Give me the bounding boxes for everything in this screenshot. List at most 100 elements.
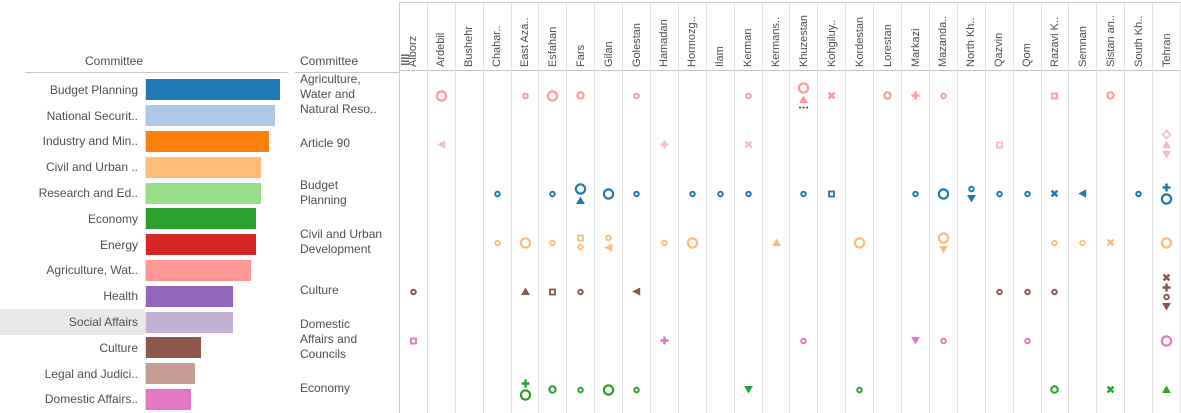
column-header[interactable]: Qom [1013,3,1041,71]
mark-square-sm[interactable] [407,337,420,345]
bar[interactable] [146,285,233,307]
mark-tri-left[interactable] [630,287,643,296]
column-header[interactable]: Semnan [1069,3,1097,71]
mark-x[interactable] [1160,273,1173,282]
mark-tri-down[interactable] [742,385,755,394]
mark-diamond[interactable] [1160,129,1173,140]
mark-circle-sm[interactable] [491,190,504,198]
mark-circle-sm[interactable] [574,386,587,394]
column-header[interactable]: Mazanda.. [929,3,957,71]
mark-circle-sm[interactable] [630,190,643,198]
mark-x[interactable] [1104,385,1117,394]
mark-tri-down[interactable] [937,245,950,254]
bar[interactable] [146,156,261,178]
column-header[interactable]: Chahar.. [483,3,511,71]
bar-label[interactable]: Industry and Min.. [42,134,138,149]
mark-square-sm[interactable] [1048,92,1061,100]
mark-tri-down[interactable] [1160,302,1173,311]
mark-circle-sm[interactable] [574,288,587,296]
mark-circle-lg[interactable] [546,89,559,102]
matrix-row-label[interactable]: Domestic Affairs and Councils [295,315,395,364]
mark-tri-up[interactable] [1160,140,1173,149]
mark-circle-md[interactable] [546,385,559,394]
mark-circle-lg[interactable] [1160,334,1173,347]
mark-plus[interactable] [519,379,532,388]
mark-circle-sm[interactable] [1160,293,1173,301]
mark-circle-sm[interactable] [630,92,643,100]
bar-label[interactable]: Health [103,289,138,304]
bar-label[interactable]: Energy [99,237,138,252]
bar[interactable] [146,208,256,230]
mark-circle-lg[interactable] [602,187,615,200]
column-header[interactable]: Fars [567,3,595,71]
mark-tri-up[interactable] [770,238,783,247]
bar[interactable] [146,105,275,127]
mark-circle-sm[interactable] [1048,239,1061,247]
mark-tri-up[interactable] [1160,385,1173,394]
matrix-row-label[interactable]: Budget Planning [295,168,395,217]
mark-circle-lg[interactable] [519,236,532,249]
matrix-row-label[interactable]: Culture [295,266,395,315]
mark-square-sm[interactable] [574,234,587,242]
mark-square-sm[interactable] [993,141,1006,149]
column-header[interactable]: Gilan [595,3,623,71]
mark-tri-up[interactable] [797,95,810,104]
mark-circle-lg[interactable] [1160,192,1173,205]
mark-circle-lg[interactable] [574,182,587,195]
matrix-row-label[interactable]: Article 90 [295,119,395,168]
mark-circle-md[interactable] [881,91,894,100]
mark-x[interactable] [742,140,755,149]
bar[interactable] [146,79,280,101]
column-header[interactable]: Razavi K.. [1041,3,1069,71]
column-header[interactable]: Golestan [623,3,651,71]
mark-circle-md[interactable] [574,91,587,100]
mark-x[interactable] [1048,189,1061,198]
column-header[interactable]: Markazi [902,3,929,71]
mark-circle-sm[interactable] [546,239,559,247]
column-header[interactable]: North Kh.. [957,3,985,71]
mark-circle-sm[interactable] [993,288,1006,296]
bar-label[interactable]: National Securit.. [46,108,138,123]
mark-plus[interactable] [658,140,671,149]
column-header[interactable]: Khuzestan [790,3,818,71]
mark-circle-md[interactable] [1048,385,1061,394]
column-header[interactable]: Alborz [400,3,427,71]
mark-tri-down[interactable] [909,336,922,345]
mark-circle-lg[interactable] [686,236,699,249]
column-header[interactable]: Esfahan [539,3,567,71]
matrix-row-label[interactable]: Agriculture, Water and Natural Reso.. [295,70,395,119]
column-header[interactable]: Lorestan [874,3,902,71]
mark-circle-lg[interactable] [519,388,532,401]
matrix-row-label[interactable]: Civil and Urban Development [295,217,395,266]
mark-circle-sm[interactable] [1021,337,1034,345]
bar[interactable] [146,130,269,152]
bar-label[interactable]: Economy [87,211,138,226]
column-header[interactable]: Hormozg.. [678,3,706,71]
mark-circle-sm[interactable] [1132,190,1145,198]
mark-circle-sm[interactable] [630,386,643,394]
column-header[interactable]: Kermans.. [762,3,790,71]
mark-circle-sm[interactable] [1021,190,1034,198]
mark-circle-sm[interactable] [714,190,727,198]
mark-circle-md[interactable] [1104,91,1117,100]
mark-circle-sm[interactable] [686,190,699,198]
mark-tri-left[interactable] [602,242,615,252]
mark-tri-up[interactable] [574,196,587,205]
mark-square-sm[interactable] [546,288,559,296]
mark-plus[interactable] [1160,283,1173,292]
bar[interactable] [146,259,251,281]
column-header[interactable]: Ardebil [427,3,455,71]
column-header[interactable]: Sistan an.. [1097,3,1125,71]
bar-label[interactable]: Domestic Affairs.. [44,392,138,407]
mark-x[interactable] [825,91,838,100]
bar-label[interactable]: Legal and Judici.. [44,366,138,381]
column-header[interactable]: Tehran [1153,3,1180,71]
mark-tri-up[interactable] [519,287,532,296]
mark-plus[interactable] [658,336,671,345]
mark-circle-sm[interactable] [965,185,978,193]
bar[interactable] [146,388,191,410]
bar-label[interactable]: Agriculture, Wat.. [46,263,138,278]
column-header[interactable]: Kerman [734,3,762,71]
mark-square-sm[interactable] [825,190,838,198]
column-header[interactable]: Kohgiluy.. [818,3,846,71]
